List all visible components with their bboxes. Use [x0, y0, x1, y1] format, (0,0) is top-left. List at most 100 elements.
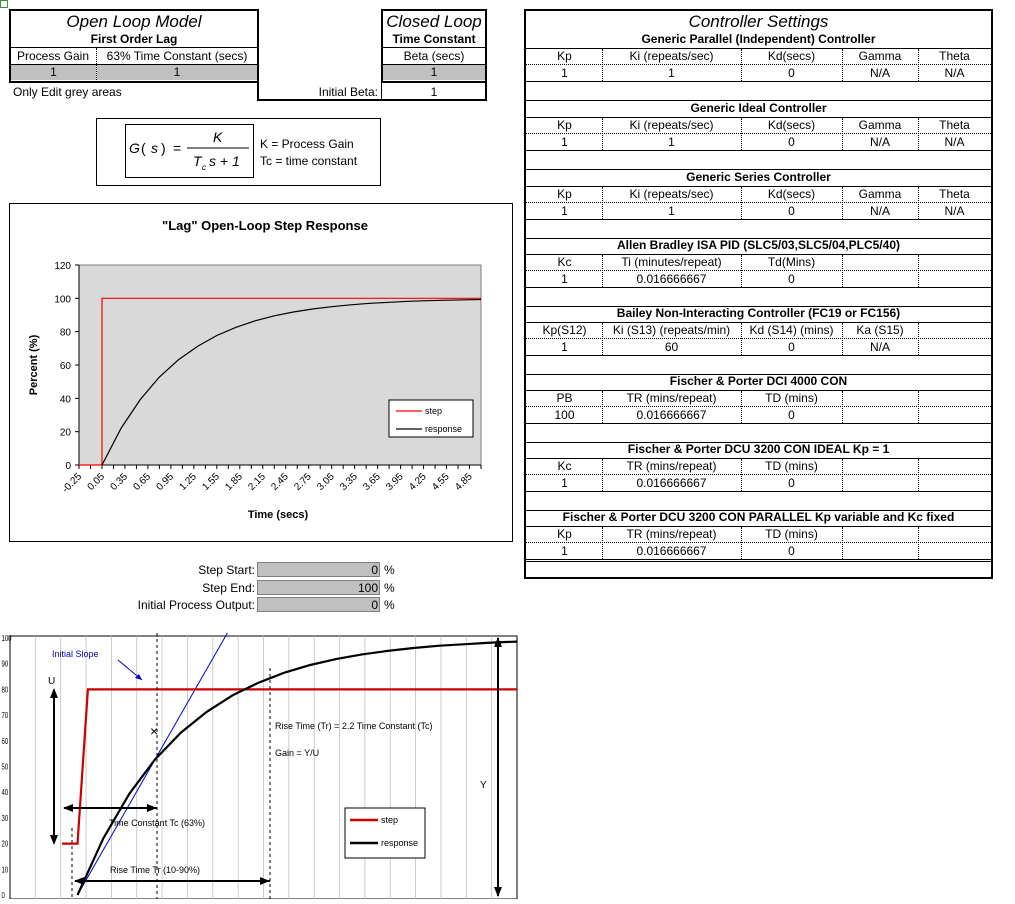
y-tick-label: 60 [60, 361, 72, 372]
controller-header-cell: Ti (minutes/repeat) [621, 255, 722, 269]
y-tick-label: 120 [54, 261, 71, 272]
initial-output-label: Initial Process Output: [137, 598, 255, 612]
transfer-function: G ( s ) = K T c s + 1 [129, 129, 249, 172]
step-start-unit: % [384, 563, 395, 577]
initial-output-unit: % [384, 598, 395, 612]
rise-time-svg: 0 10 20 30 40 50 60 70 80 90 100 Initial Slope U Y… [2, 632, 518, 900]
gain-formula: Gain = Y/U [275, 748, 319, 758]
controller-value-cell: 1 [561, 544, 568, 558]
k-description: K = Process Gain [260, 137, 354, 151]
controller-section-title: Fischer & Porter DCU 3200 CON PARALLEL K… [562, 510, 955, 524]
controller-header-cell: TD (mins) [765, 459, 818, 473]
x-axis-label: Time (secs) [248, 509, 309, 521]
controller-header-cell: Td(Mins) [767, 255, 816, 269]
controller-value-cell: 0 [788, 408, 795, 422]
controller-value-cell: 1 [561, 66, 568, 80]
open-loop-subtitle: First Order Lag [90, 32, 178, 46]
step-response-chart[interactable]: "Lag" Open-Loop Step Response 0 20 40 60 80 1… [9, 203, 513, 542]
controller-header-cell: Kd(secs) [767, 49, 816, 63]
controller-value-cell: 0.016666667 [636, 272, 707, 286]
time-constant-value: 1 [173, 65, 181, 79]
step-start-label: Step Start: [198, 563, 255, 577]
process-gain-value: 1 [50, 65, 57, 79]
controller-header-cell: Gamma [858, 118, 902, 132]
step-end-unit: % [384, 581, 395, 595]
closed-loop-subtitle: Time Constant [392, 32, 476, 46]
initial-slope-label: Initial Slope [52, 649, 99, 659]
controller-header-cell: Kc [557, 459, 572, 473]
edit-note: Only Edit grey areas [13, 85, 122, 99]
time-constant-cell[interactable] [97, 65, 257, 80]
controller-header-cell: Ki (repeats/sec) [629, 187, 714, 201]
controller-value-cell: 0.016666667 [636, 544, 707, 558]
x-tick-label: 0.65 [131, 471, 153, 493]
controller-value-cell: N/A [869, 204, 890, 218]
controller-header-cell: Kd (S14) (mins) [749, 323, 834, 337]
controller-value-cell: 0.016666667 [636, 408, 707, 422]
formula-den-c: c [202, 163, 206, 172]
beta-cell[interactable] [383, 65, 485, 80]
controller-value-cell: 60 [664, 340, 679, 354]
initial-output-cell[interactable] [257, 597, 380, 612]
initial-beta-box [257, 82, 487, 101]
controller-header-cell: Gamma [858, 187, 902, 201]
controller-value-cell: 0 [788, 204, 795, 218]
controller-header-cell: TD (mins) [765, 391, 818, 405]
y-tick-label: 40 [60, 394, 72, 405]
controller-header-cell: TR (mins/repeat) [626, 527, 717, 541]
tc-description: Tc = time constant [260, 154, 358, 168]
step-response-svg: "Lag" Open-Loop Step Response 0 20 40 60 80 1… [28, 218, 482, 521]
diagram-y-tick-label: 60 [2, 738, 9, 746]
series-step-line [79, 297, 481, 466]
controller-section-title: Fischer & Porter DCU 3200 CON IDEAL Kp =… [627, 442, 890, 456]
controller-value-cell: 1 [561, 340, 568, 354]
controller-value-cell: N/A [944, 204, 965, 218]
svg-text:=: = [173, 140, 181, 156]
tr-annotation: Rise Time Tr (10-90%) [110, 865, 200, 875]
open-loop-title: Open Loop Model [66, 12, 202, 31]
beta-value: 1 [430, 65, 438, 79]
formula-den-rest: s + 1 [209, 153, 240, 169]
diagram-series-step-line [62, 688, 517, 845]
initial-beta-label: Initial Beta: [318, 85, 378, 99]
controller-value-cell: 0.016666667 [636, 476, 707, 490]
controller-value-cell: 1 [561, 272, 568, 286]
diagram-y-tick-label: 70 [2, 712, 9, 720]
series-response-line [101, 298, 482, 466]
initial-slope-arrowhead [135, 674, 142, 680]
controller-header-cell: Kp [557, 118, 572, 132]
controller-header-cell: PB [556, 391, 573, 405]
controller-value-cell: 0 [788, 340, 795, 354]
cell-selection-marker [0, 0, 8, 8]
controller-settings-title: Controller Settings [688, 12, 829, 31]
legend: step response [388, 399, 474, 438]
x-tick-label: 3.05 [315, 471, 337, 493]
controller-header-cell: TR (mins/repeat) [626, 459, 717, 473]
controller-section-title: Generic Parallel (Independent) Controlle… [641, 32, 876, 46]
x-tick-label: 0.35 [109, 471, 131, 493]
formula-k: K [213, 129, 223, 145]
controller-value-cell: N/A [944, 66, 965, 80]
controller-value-cell: N/A [869, 135, 890, 149]
controller-value-cell: 0 [788, 272, 795, 286]
svg-text:(: ( [141, 140, 146, 156]
step-end-cell[interactable] [257, 580, 380, 595]
initial-output-value: 0 [371, 598, 378, 612]
diagram-y-tick-label: 40 [2, 790, 9, 798]
controller-header-cell: Ki (repeats/sec) [629, 118, 714, 132]
controller-section-title: Generic Ideal Controller [690, 101, 827, 115]
controller-header-cell: Ka (S15) [856, 323, 904, 337]
controller-header-cell: Ki (repeats/sec) [629, 49, 714, 63]
time-constant-header: 63% Time Constant (secs) [106, 49, 248, 63]
y-tick-label: 20 [60, 428, 72, 439]
y-axis-label: Percent (%) [28, 334, 40, 395]
x-tick-label: 4.85 [453, 471, 475, 493]
diagram-legend-response: response [381, 838, 418, 848]
rise-time-diagram: 0 10 20 30 40 50 60 70 80 90 100 Initial Slope U Y… [0, 628, 520, 900]
process-gain-cell[interactable] [11, 65, 96, 80]
diagram-y-tick-label: 80 [2, 687, 9, 695]
closed-loop-title: Closed Loop [386, 12, 482, 31]
controller-header-cell: Kp [557, 187, 572, 201]
step-start-cell[interactable] [257, 562, 380, 577]
controller-header-cell: Theta [939, 118, 970, 132]
